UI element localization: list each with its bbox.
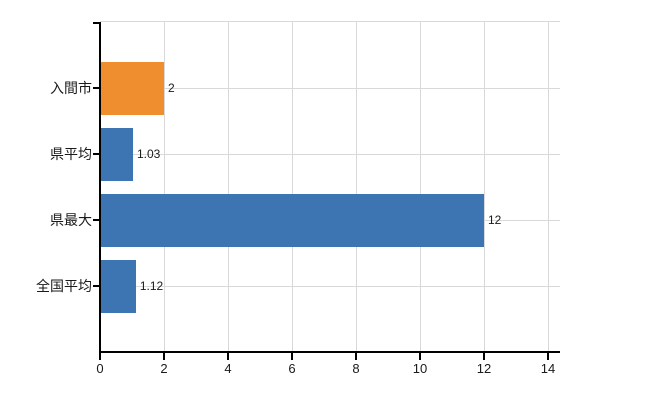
bar xyxy=(101,260,136,313)
y-tick xyxy=(93,153,100,155)
gridline-vertical xyxy=(164,22,165,352)
x-tick xyxy=(227,353,229,360)
x-axis-line xyxy=(99,351,560,353)
bar-value-label: 1.12 xyxy=(139,279,164,293)
x-tick-label: 8 xyxy=(352,361,360,376)
x-tick-label: 4 xyxy=(224,361,232,376)
y-category-label: 入間市 xyxy=(50,80,92,96)
gridline-vertical xyxy=(548,22,549,352)
x-tick-label: 12 xyxy=(476,361,492,376)
x-tick xyxy=(355,353,357,360)
x-tick-label: 0 xyxy=(96,361,104,376)
x-tick-label: 14 xyxy=(540,361,556,376)
bar xyxy=(101,62,164,115)
y-tick xyxy=(93,87,100,89)
x-tick-label: 6 xyxy=(288,361,296,376)
bar xyxy=(101,194,484,247)
y-category-label: 県平均 xyxy=(50,146,92,162)
plot-top-border xyxy=(100,21,560,22)
gridline-horizontal xyxy=(100,286,560,287)
gridline-vertical xyxy=(228,22,229,352)
bar-value-label: 2 xyxy=(168,81,175,95)
gridline-vertical xyxy=(484,22,485,352)
x-tick-label: 2 xyxy=(160,361,168,376)
bar-value-label: 12 xyxy=(488,213,502,227)
y-tick xyxy=(93,219,100,221)
x-tick xyxy=(483,353,485,360)
x-tick xyxy=(163,353,165,360)
x-tick-label: 10 xyxy=(412,361,428,376)
bar xyxy=(101,128,133,181)
gridline-horizontal xyxy=(100,88,560,89)
y-tick xyxy=(93,285,100,287)
x-tick xyxy=(547,353,549,360)
gridline-vertical xyxy=(356,22,357,352)
x-tick xyxy=(99,353,101,360)
y-category-label: 全国平均 xyxy=(36,278,92,294)
bar-value-label: 1.03 xyxy=(136,147,161,161)
y-axis-line xyxy=(99,22,101,352)
y-axis-top-tick xyxy=(93,22,100,24)
x-tick xyxy=(419,353,421,360)
y-category-label: 県最大 xyxy=(50,212,92,228)
x-tick xyxy=(291,353,293,360)
gridline-vertical xyxy=(420,22,421,352)
gridline-horizontal xyxy=(100,154,560,155)
gridline-vertical xyxy=(292,22,293,352)
